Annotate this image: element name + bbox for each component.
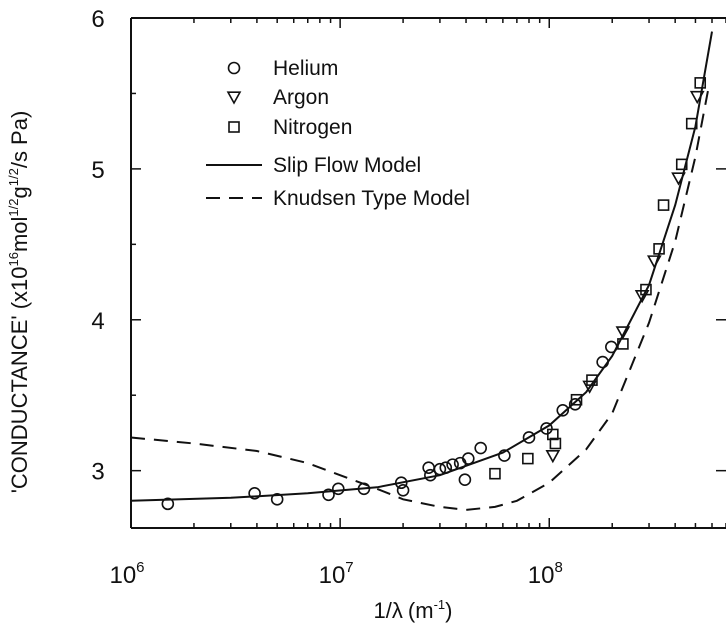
helium-point bbox=[423, 462, 434, 473]
y-tick-label: 3 bbox=[91, 459, 104, 486]
plot-frame bbox=[131, 18, 726, 528]
y-tick-label: 5 bbox=[91, 157, 104, 184]
helium-point bbox=[398, 485, 409, 496]
x-tick-label: 107 bbox=[319, 559, 354, 589]
legend-nitrogen-marker bbox=[229, 122, 239, 132]
knudsen-type-model-line bbox=[131, 86, 709, 510]
helium-point bbox=[333, 483, 344, 494]
legend-knudsen-type-model-label: Knudsen Type Model bbox=[273, 187, 470, 210]
y-tick-label: 6 bbox=[91, 6, 104, 33]
x-axis-ticks: 106 107 108 bbox=[109, 18, 726, 589]
y-axis-ticks: 3 4 5 6 bbox=[91, 6, 726, 486]
argon-point bbox=[547, 451, 559, 462]
helium-point bbox=[459, 474, 470, 485]
x-tick-label: 108 bbox=[528, 559, 563, 589]
nitrogen-point bbox=[490, 469, 500, 479]
legend-argon-marker bbox=[228, 92, 240, 103]
legend-nitrogen-label: Nitrogen bbox=[273, 116, 352, 139]
legend: Helium Argon Nitrogen Slip Flow Model Knudse… bbox=[206, 57, 470, 210]
y-tick-label: 4 bbox=[91, 308, 104, 335]
slip-flow-model-line bbox=[131, 32, 712, 501]
legend-argon-label: Argon bbox=[273, 86, 329, 109]
nitrogen-point bbox=[659, 200, 669, 210]
helium-point bbox=[597, 357, 608, 368]
x-axis-title: 1/λ (m-1) bbox=[374, 597, 453, 623]
series-layer bbox=[131, 32, 712, 510]
legend-helium-label: Helium bbox=[273, 57, 338, 80]
legend-slip-flow-model-label: Slip Flow Model bbox=[273, 154, 421, 177]
helium-point bbox=[475, 443, 486, 454]
y-axis-title: 'CONDUCTANCE' (x1016mol1/2g1/2/s Pa) bbox=[6, 111, 32, 494]
nitrogen-point bbox=[523, 454, 533, 464]
legend-helium-marker bbox=[229, 63, 240, 74]
x-tick-label: 106 bbox=[109, 559, 144, 589]
